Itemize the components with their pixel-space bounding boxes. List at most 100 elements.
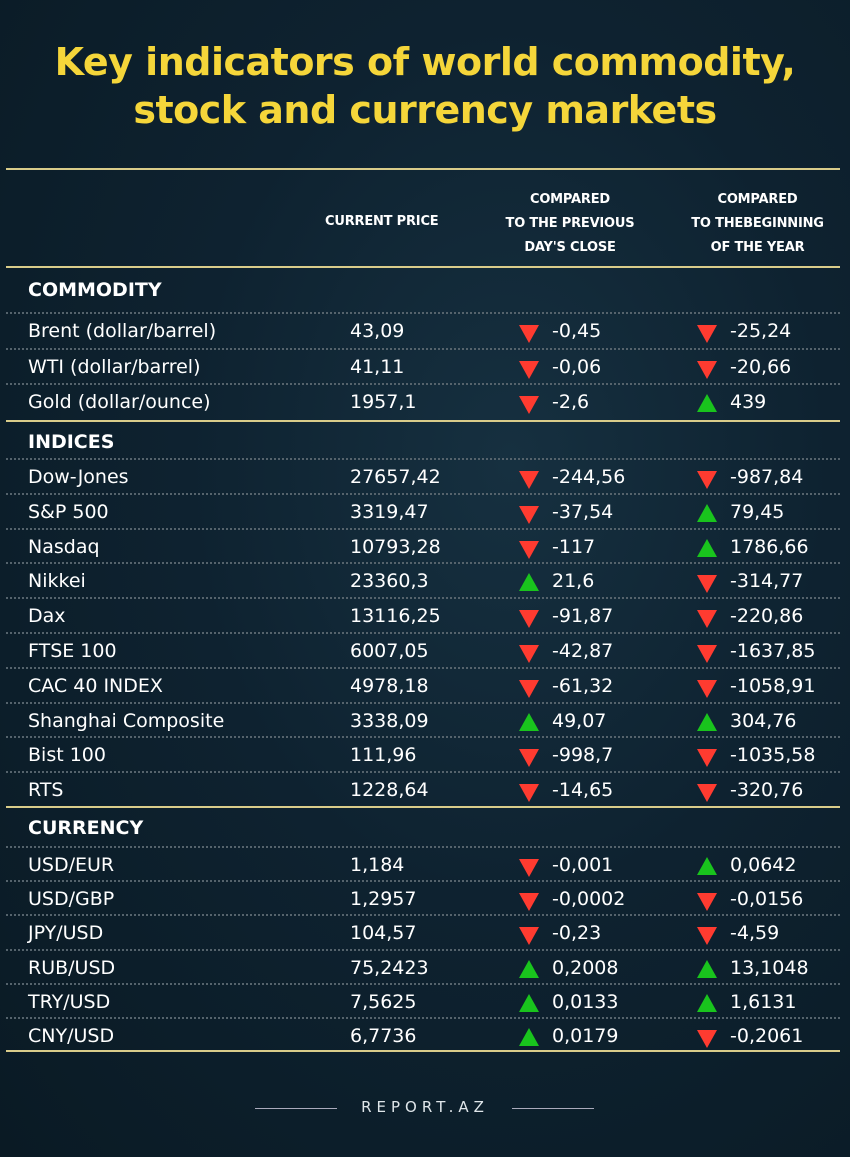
indicator-name: RUB/USD <box>28 956 116 979</box>
change-previous-day: -0,06 <box>552 355 602 378</box>
change-previous-day: -117 <box>552 535 596 558</box>
change-year-start: -220,86 <box>730 605 804 628</box>
current-price: 27657,42 <box>350 466 441 488</box>
change-year-start: 1,6131 <box>730 990 797 1013</box>
section-title: COMMODITY <box>28 279 162 301</box>
change-previous-day: -0,23 <box>552 922 602 945</box>
change-year-start: 0,0642 <box>730 854 797 876</box>
arrow-down-icon <box>697 679 717 698</box>
divider <box>6 168 840 170</box>
change-year-start: -1637,85 <box>730 640 816 662</box>
change-previous-day: 0,2008 <box>552 956 619 979</box>
arrow-down-icon <box>519 610 539 629</box>
table-row: TRY/USD 7,5625 0,0133 1,6131 <box>6 982 840 1018</box>
arrow-up-icon <box>697 538 717 557</box>
section-title: INDICES <box>28 431 115 453</box>
table-row: Dow-Jones 27657,42 -244,56 -987,84 <box>6 458 840 493</box>
page-title: Key indicators of world commodity, stock… <box>0 38 850 134</box>
table-row: JPY/USD 104,57 -0,23 -4,59 <box>6 914 840 949</box>
current-price: 10793,28 <box>350 535 441 558</box>
header-line: DAY'S CLOSE <box>524 240 616 255</box>
title-line-1: Key indicators of world commodity, <box>54 40 796 84</box>
arrow-up-icon <box>697 503 717 522</box>
header-year-start: COMPARED TO THEBEGINNING OF THE YEAR <box>675 188 840 260</box>
arrow-up-icon <box>697 993 717 1012</box>
arrow-down-icon <box>697 927 717 946</box>
arrow-down-icon <box>697 784 717 803</box>
current-price: 13116,25 <box>350 605 441 628</box>
arrow-up-icon <box>519 573 539 592</box>
current-price: 43,09 <box>350 320 405 342</box>
change-year-start: -4,59 <box>730 922 780 945</box>
current-price: 1,184 <box>350 854 405 876</box>
indicator-name: Gold (dollar/ounce) <box>28 391 211 413</box>
current-price: 1957,1 <box>350 391 417 413</box>
table-row: USD/EUR 1,184 -0,001 0,0642 <box>6 846 840 881</box>
indicator-name: Nasdaq <box>28 535 100 558</box>
divider <box>6 1050 840 1052</box>
header-previous-close: COMPARED TO THE PREVIOUS DAY'S CLOSE <box>490 188 650 260</box>
table-row: Bist 100 111,96 -998,7 -1035,58 <box>6 736 840 771</box>
arrow-down-icon <box>697 471 717 489</box>
current-price: 104,57 <box>350 922 417 945</box>
current-price: 75,2423 <box>350 956 429 979</box>
arrow-down-icon <box>519 679 539 698</box>
arrow-down-icon <box>519 645 539 663</box>
indicator-name: RTS <box>28 779 64 802</box>
change-previous-day: -61,32 <box>552 674 614 697</box>
table-row: RUB/USD 75,2423 0,2008 13,1048 <box>6 948 840 984</box>
current-price: 41,11 <box>350 355 405 378</box>
arrow-down-icon <box>519 784 539 803</box>
arrow-down-icon <box>697 893 717 912</box>
current-price: 3338,09 <box>350 709 429 732</box>
indicator-name: USD/EUR <box>28 854 115 876</box>
header-current-price: CURRENT PRICE <box>325 214 439 229</box>
table-row: Brent (dollar/barrel) 43,09 -0,45 -25,24 <box>6 312 840 347</box>
footer-line <box>512 1108 594 1109</box>
arrow-down-icon <box>519 396 539 414</box>
change-year-start: 1786,66 <box>730 535 809 558</box>
header-line: OF THE YEAR <box>710 240 805 255</box>
current-price: 4978,18 <box>350 674 429 697</box>
arrow-up-icon <box>519 712 539 731</box>
arrow-down-icon <box>519 505 539 524</box>
arrow-down-icon <box>697 749 717 768</box>
indicator-name: Bist 100 <box>28 744 106 767</box>
arrow-up-icon <box>519 1028 539 1046</box>
arrow-down-icon <box>519 893 539 912</box>
indicator-name: S&P 500 <box>28 500 109 523</box>
table-row: Nikkei 23360,3 21,6 -314,77 <box>6 562 840 597</box>
arrow-down-icon <box>697 325 717 343</box>
change-year-start: 439 <box>730 391 767 413</box>
arrow-up-icon <box>697 712 717 731</box>
change-year-start: 13,1048 <box>730 956 809 979</box>
change-previous-day: -0,45 <box>552 320 602 342</box>
indicator-name: Dax <box>28 605 66 628</box>
change-year-start: 304,76 <box>730 709 797 732</box>
table-row: Nasdaq 10793,28 -117 1786,66 <box>6 527 840 563</box>
table-row: Gold (dollar/ounce) 1957,1 -2,6 439 <box>6 383 840 418</box>
arrow-up-icon <box>697 959 717 978</box>
current-price: 6007,05 <box>350 640 429 662</box>
arrow-down-icon <box>697 575 717 594</box>
change-year-start: -0,2061 <box>730 1025 804 1047</box>
indicator-name: CAC 40 INDEX <box>28 674 163 697</box>
header-line: COMPARED <box>529 192 610 207</box>
current-price: 1,2957 <box>350 888 417 911</box>
arrow-down-icon <box>697 1030 717 1048</box>
change-year-start: -25,24 <box>730 320 792 342</box>
change-previous-day: -244,56 <box>552 466 626 488</box>
arrow-down-icon <box>519 749 539 768</box>
change-previous-day: -14,65 <box>552 779 614 802</box>
change-previous-day: -2,6 <box>552 391 590 413</box>
table-row: CAC 40 INDEX 4978,18 -61,32 -1058,91 <box>6 666 840 702</box>
change-previous-day: 0,0133 <box>552 990 619 1013</box>
table-row: Dax 13116,25 -91,87 -220,86 <box>6 597 840 632</box>
indicator-name: Nikkei <box>28 570 86 593</box>
change-year-start: -0,0156 <box>730 888 804 911</box>
indicator-name: TRY/USD <box>28 990 111 1013</box>
current-price: 7,5625 <box>350 990 417 1013</box>
footer-brand: REPORT.AZ <box>361 1098 489 1116</box>
table-row: FTSE 100 6007,05 -42,87 -1637,85 <box>6 632 840 667</box>
indicator-name: Shanghai Composite <box>28 709 225 732</box>
